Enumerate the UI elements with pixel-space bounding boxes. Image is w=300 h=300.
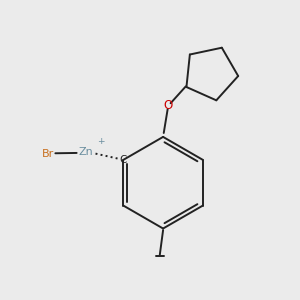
Text: Zn: Zn — [78, 147, 93, 157]
Text: +: + — [97, 137, 105, 146]
Text: C: C — [120, 155, 127, 165]
Text: O: O — [164, 99, 172, 112]
Text: Br: Br — [42, 149, 54, 159]
